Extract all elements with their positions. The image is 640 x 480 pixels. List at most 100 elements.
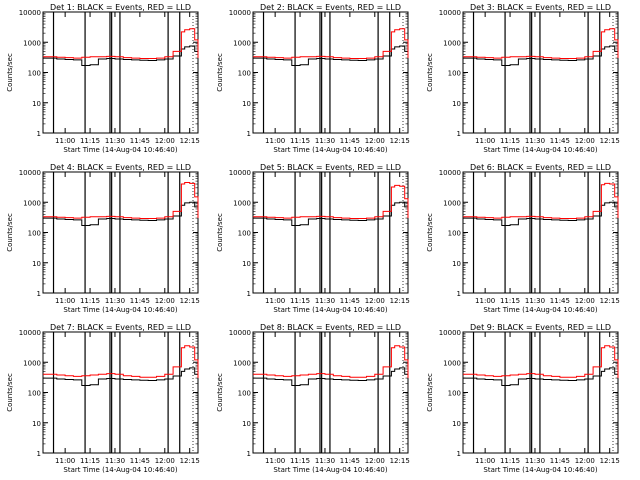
- x-tick-label: 12:15: [600, 297, 620, 305]
- x-tick-label: 11:00: [475, 297, 495, 305]
- x-tick-label: 11:15: [80, 457, 100, 465]
- x-tick-label: 11:30: [105, 457, 125, 465]
- y-axis-label: Counts/sec: [426, 53, 434, 92]
- y-tick-label: 10000: [19, 329, 41, 337]
- y-tick-label: 10000: [19, 9, 41, 17]
- series-lld-line: [463, 182, 619, 219]
- x-tick-label: 11:00: [55, 297, 75, 305]
- chart-title: Det 4: BLACK = Events, RED = LLD: [50, 163, 191, 172]
- y-axis-label: Counts/sec: [216, 213, 224, 252]
- series-lld-line: [43, 182, 199, 219]
- x-tick-label: 12:00: [575, 137, 595, 145]
- x-tick-label: 12:15: [600, 137, 620, 145]
- chart-title: Det 1: BLACK = Events, RED = LLD: [50, 3, 191, 12]
- y-tick-label: 100: [448, 70, 461, 78]
- chart-title: Det 9: BLACK = Events, RED = LLD: [470, 323, 611, 332]
- chart-panel-9: Det 9: BLACK = Events, RED = LLD 1 10 100 10…: [426, 323, 620, 474]
- x-tick-label: 11:30: [105, 137, 125, 145]
- chart-panel-5: Det 5: BLACK = Events, RED = LLD 1 10 100 10…: [216, 163, 410, 314]
- x-tick-label: 11:00: [475, 457, 495, 465]
- y-tick-label: 1: [247, 130, 251, 138]
- chart-panel-7: Det 7: BLACK = Events, RED = LLD 1 10 100 10…: [6, 323, 200, 474]
- x-tick-label: 11:45: [130, 137, 150, 145]
- y-tick-label: 1: [37, 450, 41, 458]
- x-tick-label: 11:00: [265, 137, 285, 145]
- x-tick-label: 12:15: [180, 457, 200, 465]
- x-tick-label: 11:15: [290, 137, 310, 145]
- y-tick-label: 10000: [229, 9, 251, 17]
- y-tick-label: 10000: [229, 329, 251, 337]
- x-axis-label: Start Time (14-Aug-04 10:46:40): [63, 146, 177, 154]
- series-events-line: [43, 201, 199, 226]
- x-tick-label: 12:15: [390, 297, 410, 305]
- x-tick-label: 11:30: [525, 137, 545, 145]
- y-tick-label: 1000: [23, 199, 41, 207]
- x-tick-label: 11:30: [315, 457, 335, 465]
- x-tick-label: 11:45: [130, 457, 150, 465]
- x-tick-label: 12:00: [365, 457, 385, 465]
- x-tick-label: 11:00: [265, 297, 285, 305]
- y-tick-label: 1: [37, 130, 41, 138]
- x-axis-label: Start Time (14-Aug-04 10:46:40): [483, 146, 597, 154]
- x-tick-label: 11:45: [550, 137, 570, 145]
- y-tick-label: 10000: [229, 169, 251, 177]
- y-tick-label: 100: [238, 390, 251, 398]
- x-tick-label: 11:15: [500, 297, 520, 305]
- x-tick-label: 12:00: [155, 457, 175, 465]
- y-tick-label: 1: [457, 450, 461, 458]
- y-tick-label: 1000: [443, 199, 461, 207]
- x-tick-label: 12:15: [600, 457, 620, 465]
- y-tick-label: 1: [37, 290, 41, 298]
- x-tick-label: 12:15: [390, 137, 410, 145]
- chart-title: Det 5: BLACK = Events, RED = LLD: [260, 163, 401, 172]
- x-axis-label: Start Time (14-Aug-04 10:46:40): [63, 466, 177, 474]
- chart-title: Det 3: BLACK = Events, RED = LLD: [470, 3, 611, 12]
- y-tick-label: 10000: [19, 169, 41, 177]
- y-tick-label: 1000: [233, 199, 251, 207]
- x-axis-label: Start Time (14-Aug-04 10:46:40): [273, 466, 387, 474]
- x-tick-label: 11:45: [340, 457, 360, 465]
- x-tick-label: 11:15: [290, 457, 310, 465]
- y-tick-label: 1: [457, 130, 461, 138]
- y-axis-label: Counts/sec: [216, 53, 224, 92]
- x-tick-label: 11:00: [265, 457, 285, 465]
- x-axis-label: Start Time (14-Aug-04 10:46:40): [273, 306, 387, 314]
- x-tick-label: 11:45: [340, 297, 360, 305]
- series-lld-line: [463, 28, 619, 59]
- x-tick-label: 12:00: [155, 297, 175, 305]
- chart-panel-2: Det 2: BLACK = Events, RED = LLD 1 10 100 10…: [216, 3, 410, 154]
- x-tick-label: 11:15: [290, 297, 310, 305]
- series-lld-line: [253, 184, 409, 219]
- chart-title: Det 2: BLACK = Events, RED = LLD: [260, 3, 401, 12]
- chart-title: Det 6: BLACK = Events, RED = LLD: [470, 163, 611, 172]
- y-axis-label: Counts/sec: [6, 213, 14, 252]
- x-tick-label: 11:45: [340, 137, 360, 145]
- y-tick-label: 100: [28, 70, 41, 78]
- series-events-line: [253, 45, 409, 66]
- chart-panel-3: Det 3: BLACK = Events, RED = LLD 1 10 100 10…: [426, 3, 620, 154]
- y-tick-label: 100: [238, 230, 251, 238]
- x-tick-label: 11:15: [80, 137, 100, 145]
- x-tick-label: 11:15: [500, 457, 520, 465]
- x-tick-label: 12:00: [575, 457, 595, 465]
- y-axis-label: Counts/sec: [6, 373, 14, 412]
- series-lld-line: [253, 28, 409, 59]
- y-tick-label: 1: [457, 290, 461, 298]
- x-tick-label: 11:30: [315, 297, 335, 305]
- chart-panel-8: Det 8: BLACK = Events, RED = LLD 1 10 100 10…: [216, 323, 410, 474]
- y-axis-label: Counts/sec: [216, 373, 224, 412]
- y-tick-label: 10: [32, 260, 41, 268]
- series-events-line: [43, 45, 199, 66]
- x-tick-label: 11:30: [525, 457, 545, 465]
- x-tick-label: 11:15: [500, 137, 520, 145]
- series-events-line: [43, 367, 199, 386]
- y-tick-label: 100: [448, 230, 461, 238]
- y-tick-label: 10000: [439, 329, 461, 337]
- x-tick-label: 11:00: [55, 457, 75, 465]
- x-tick-label: 11:30: [105, 297, 125, 305]
- x-tick-label: 12:15: [180, 137, 200, 145]
- y-tick-label: 10: [242, 100, 251, 108]
- x-axis-label: Start Time (14-Aug-04 10:46:40): [63, 306, 177, 314]
- x-tick-label: 11:45: [550, 457, 570, 465]
